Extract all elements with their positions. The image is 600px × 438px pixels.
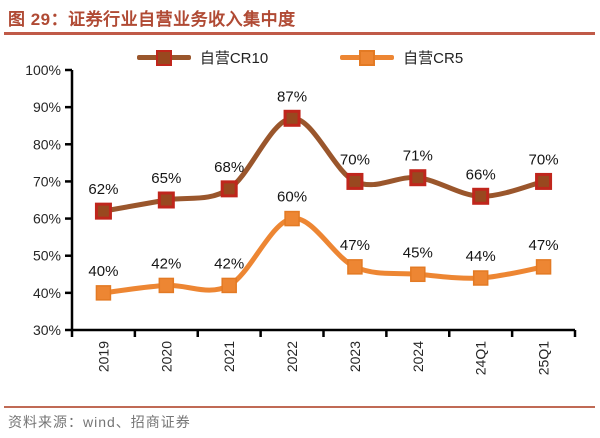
svg-text:2022: 2022 (284, 341, 300, 372)
svg-text:47%: 47% (529, 237, 559, 254)
figure-title: 图 29：证券行业自营业务收入集中度 (8, 10, 296, 29)
svg-text:40%: 40% (88, 263, 118, 280)
svg-text:30%: 30% (33, 322, 61, 338)
cr10-legend-line-icon (136, 49, 191, 66)
legend-label-cr5: 自营CR5 (403, 50, 464, 67)
svg-text:100%: 100% (25, 62, 61, 78)
svg-text:65%: 65% (151, 170, 181, 187)
svg-text:68%: 68% (214, 159, 244, 176)
svg-text:62%: 62% (88, 181, 118, 198)
legend-label-cr10: 自营CR10 (199, 50, 269, 67)
svg-text:25Q1: 25Q1 (536, 341, 552, 375)
svg-text:71%: 71% (403, 148, 433, 165)
cr5-legend-marker-icon (359, 49, 376, 66)
svg-text:60%: 60% (33, 211, 61, 227)
svg-text:42%: 42% (151, 255, 181, 272)
svg-text:45%: 45% (403, 244, 433, 261)
svg-text:24Q1: 24Q1 (473, 341, 489, 375)
source-note: 资料来源：wind、招商证券 (8, 414, 191, 430)
svg-text:2023: 2023 (347, 341, 363, 372)
title-divider (4, 32, 595, 35)
svg-text:2024: 2024 (410, 341, 426, 372)
svg-text:42%: 42% (214, 255, 244, 272)
svg-text:70%: 70% (529, 151, 559, 168)
cr5-legend-line-icon (340, 49, 395, 66)
svg-text:87%: 87% (277, 88, 307, 105)
svg-text:70%: 70% (33, 173, 61, 189)
cr10-legend-marker-icon (155, 49, 172, 66)
svg-text:60%: 60% (277, 189, 307, 206)
svg-text:50%: 50% (33, 248, 61, 264)
legend-item-cr10: 自营CR10 (136, 47, 269, 68)
svg-text:90%: 90% (33, 99, 61, 115)
svg-text:44%: 44% (466, 248, 496, 265)
svg-text:66%: 66% (466, 166, 496, 183)
svg-text:80%: 80% (33, 136, 61, 152)
chart-legend: 自营CR10 自营CR5 (0, 47, 600, 68)
svg-text:70%: 70% (340, 151, 370, 168)
svg-text:47%: 47% (340, 237, 370, 254)
svg-text:40%: 40% (33, 285, 61, 301)
svg-text:2019: 2019 (95, 341, 111, 372)
legend-item-cr5: 自营CR5 (340, 47, 463, 68)
footer-divider (4, 406, 595, 408)
svg-text:2020: 2020 (158, 341, 174, 372)
svg-text:2021: 2021 (221, 341, 237, 372)
